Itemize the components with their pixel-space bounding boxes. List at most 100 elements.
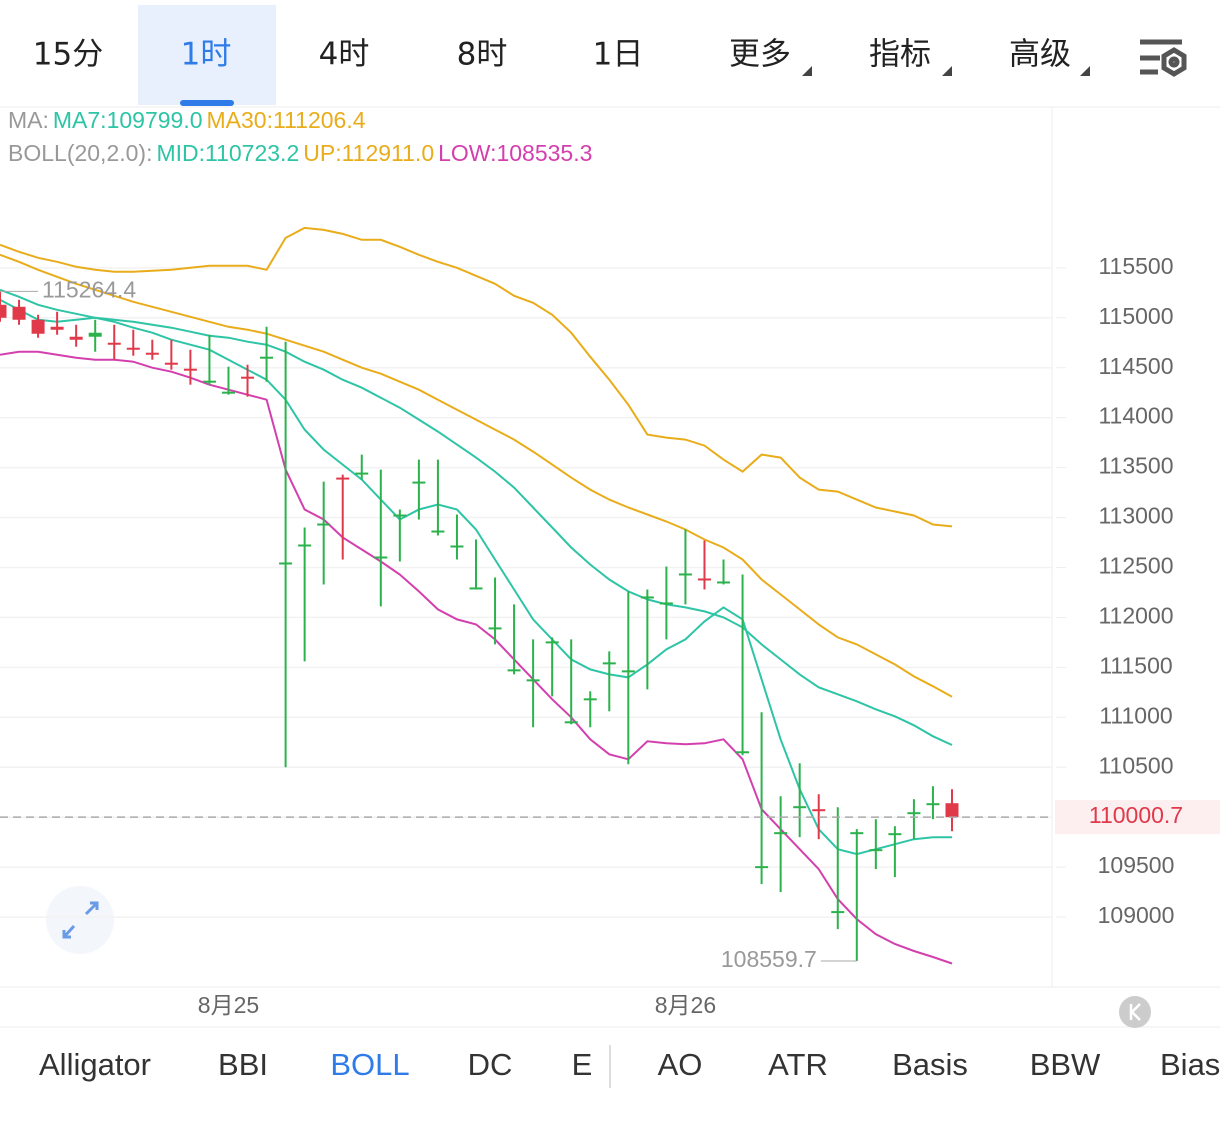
- candle-body: [164, 362, 178, 365]
- indicator-tab[interactable]: Basis: [892, 1047, 968, 1082]
- indicator-line: [0, 298, 953, 856]
- candle-body: [317, 523, 331, 526]
- candle-body: [260, 356, 274, 359]
- active-tab-underline: [180, 100, 234, 106]
- candle-body: [488, 627, 502, 630]
- y-tick-label: 111000: [1099, 702, 1172, 728]
- legend-entry: MA30:111206.4: [207, 107, 366, 133]
- candle-body: [907, 812, 921, 815]
- active-tab-bg: [138, 5, 276, 105]
- candle-body: [126, 347, 140, 350]
- y-tick-label: 109500: [1098, 852, 1175, 878]
- candle-body: [812, 809, 826, 812]
- candle-body: [640, 596, 654, 599]
- settings-icon[interactable]: [1140, 39, 1187, 77]
- time-tab[interactable]: 高级: [1009, 37, 1071, 73]
- y-tick-label: 109000: [1098, 902, 1175, 928]
- candle-body: [0, 304, 7, 318]
- indicator-tab[interactable]: BBW: [1030, 1047, 1101, 1082]
- candle-body: [926, 803, 940, 806]
- indicator-tab[interactable]: ATR: [768, 1047, 828, 1082]
- y-tick-label: 115000: [1098, 303, 1173, 329]
- y-tick-label: 110500: [1098, 752, 1173, 778]
- candle-body: [393, 514, 407, 517]
- candle-body: [602, 662, 616, 665]
- indicator-tab[interactable]: Bias: [1160, 1047, 1220, 1082]
- candle-body: [717, 581, 731, 584]
- candle-body: [88, 332, 102, 337]
- indicator-line: [0, 253, 953, 698]
- candle-body: [50, 326, 64, 330]
- candle-body: [831, 911, 845, 914]
- indicator-line: [0, 350, 953, 965]
- candle-body: [564, 721, 578, 724]
- y-tick-label: 112000: [1098, 602, 1173, 628]
- current-price-label: 110000.7: [1089, 802, 1183, 828]
- max-label: 115264.4: [42, 276, 136, 302]
- legend-entry: LOW:108535.3: [438, 140, 592, 166]
- candle-body: [945, 803, 959, 818]
- legend-entry: UP:112911.0: [303, 140, 434, 166]
- indicator-tab[interactable]: E: [572, 1047, 593, 1082]
- candle-body: [145, 352, 159, 355]
- legend-entry: MID:110723.2: [156, 140, 299, 166]
- candle-body: [659, 602, 673, 605]
- legend-entry: BOLL(20,2.0):: [8, 140, 152, 166]
- candle-body: [736, 751, 750, 754]
- x-tick-label: 8月25: [198, 992, 259, 1018]
- candle-body: [336, 477, 350, 480]
- plot: [0, 226, 959, 965]
- candle-body: [621, 670, 635, 673]
- candle-body: [241, 376, 255, 379]
- candle-body: [888, 833, 902, 836]
- candle-body: [526, 679, 540, 682]
- candle-body: [678, 573, 692, 576]
- indicator-tab[interactable]: Alligator: [39, 1047, 151, 1082]
- y-tick-label: 113500: [1098, 453, 1173, 479]
- indicator-tab[interactable]: DC: [468, 1047, 513, 1082]
- time-tab[interactable]: 更多: [729, 37, 791, 73]
- scroll-end-button[interactable]: [1119, 996, 1151, 1028]
- candle-body: [697, 578, 711, 581]
- candle-body: [507, 669, 521, 672]
- y-tick-label: 114500: [1098, 353, 1173, 379]
- time-tab[interactable]: 4时: [319, 37, 370, 73]
- time-tab[interactable]: 8时: [457, 37, 508, 73]
- candle-body: [221, 391, 235, 394]
- indicator-tab[interactable]: AO: [658, 1047, 703, 1082]
- y-tick-label: 113000: [1098, 503, 1173, 529]
- y-tick-label: 114000: [1098, 403, 1173, 429]
- dropdown-triangles: [802, 66, 1090, 76]
- expand-button[interactable]: [46, 886, 114, 954]
- y-tick-label: 112500: [1098, 553, 1173, 579]
- candle-body: [183, 368, 197, 371]
- time-tab[interactable]: 1时: [181, 37, 232, 73]
- candle-body: [279, 562, 293, 565]
- legend: BOLL(20,2.0): MID:110723.2 UP:112911.0 LOW:…: [8, 140, 592, 166]
- candle-body: [412, 481, 426, 484]
- candle-body: [355, 472, 369, 475]
- y-tick-label: 111500: [1099, 652, 1172, 678]
- candle-body: [450, 545, 464, 548]
- candle-body: [69, 336, 83, 340]
- candle-body: [545, 641, 559, 644]
- indicator-tab[interactable]: BBI: [218, 1047, 268, 1082]
- legend: MA: MA7:109799.0 MA30:111206.4: [8, 107, 366, 133]
- candle-body: [298, 544, 312, 547]
- candle-body: [774, 832, 788, 835]
- candle-body: [869, 849, 883, 852]
- candle-body: [12, 306, 26, 320]
- indicator-tab[interactable]: BOLL: [330, 1047, 409, 1082]
- time-tab[interactable]: 指标: [869, 37, 931, 73]
- candle-body: [469, 587, 483, 590]
- time-tab[interactable]: 15分: [33, 37, 103, 73]
- candle-body: [374, 556, 388, 559]
- legend-entry: MA:: [8, 107, 49, 133]
- min-label: 108559.7: [721, 946, 817, 972]
- indicator-line: [0, 226, 953, 528]
- candle-body: [107, 342, 121, 345]
- time-tab[interactable]: 1日: [593, 37, 644, 73]
- y-tick-label: 115500: [1098, 253, 1173, 279]
- candle-body: [793, 806, 807, 809]
